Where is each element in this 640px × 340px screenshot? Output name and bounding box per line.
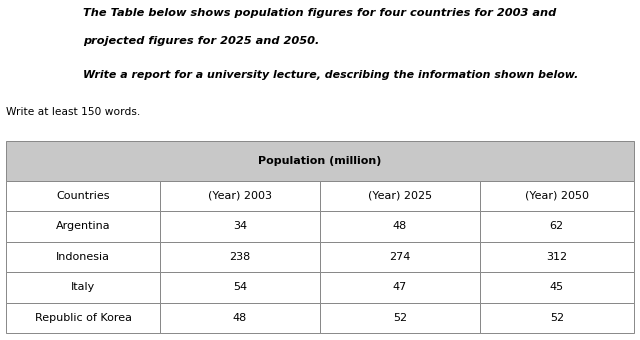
Bar	[160, 303, 320, 333]
Bar	[480, 242, 634, 272]
Bar	[480, 272, 634, 303]
Bar	[160, 242, 320, 272]
Text: 45: 45	[550, 283, 564, 292]
Text: 62: 62	[550, 221, 564, 232]
Bar	[6, 181, 160, 211]
Bar	[6, 272, 160, 303]
Text: Write a report for a university lecture, describing the information shown below.: Write a report for a university lecture,…	[83, 70, 579, 80]
Bar	[480, 303, 634, 333]
Text: Argentina: Argentina	[56, 221, 111, 232]
Bar	[320, 211, 480, 242]
Bar	[6, 141, 634, 181]
Bar	[320, 181, 480, 211]
Bar	[6, 242, 160, 272]
Text: Indonesia: Indonesia	[56, 252, 110, 262]
Bar	[160, 272, 320, 303]
Text: 312: 312	[546, 252, 567, 262]
Text: 48: 48	[393, 221, 407, 232]
Text: Write at least 150 words.: Write at least 150 words.	[6, 107, 141, 117]
Text: The Table below shows population figures for four countries for 2003 and: The Table below shows population figures…	[83, 8, 556, 18]
Text: projected figures for 2025 and 2050.: projected figures for 2025 and 2050.	[83, 36, 319, 46]
Text: 274: 274	[389, 252, 411, 262]
Text: 48: 48	[233, 313, 247, 323]
Text: Italy: Italy	[71, 283, 95, 292]
Bar	[480, 211, 634, 242]
Bar	[160, 211, 320, 242]
Text: Population (million): Population (million)	[259, 156, 381, 166]
Text: 47: 47	[393, 283, 407, 292]
Bar	[6, 303, 160, 333]
Text: 34: 34	[233, 221, 247, 232]
Text: 52: 52	[393, 313, 407, 323]
Bar	[6, 211, 160, 242]
Bar	[160, 181, 320, 211]
Text: (Year) 2025: (Year) 2025	[368, 191, 432, 201]
Text: Countries: Countries	[56, 191, 110, 201]
Bar	[320, 272, 480, 303]
Bar	[320, 242, 480, 272]
Bar	[480, 181, 634, 211]
Text: (Year) 2003: (Year) 2003	[208, 191, 272, 201]
Text: Republic of Korea: Republic of Korea	[35, 313, 132, 323]
Bar	[320, 303, 480, 333]
Text: 52: 52	[550, 313, 564, 323]
Text: (Year) 2050: (Year) 2050	[525, 191, 589, 201]
Text: 54: 54	[233, 283, 247, 292]
Text: 238: 238	[229, 252, 251, 262]
